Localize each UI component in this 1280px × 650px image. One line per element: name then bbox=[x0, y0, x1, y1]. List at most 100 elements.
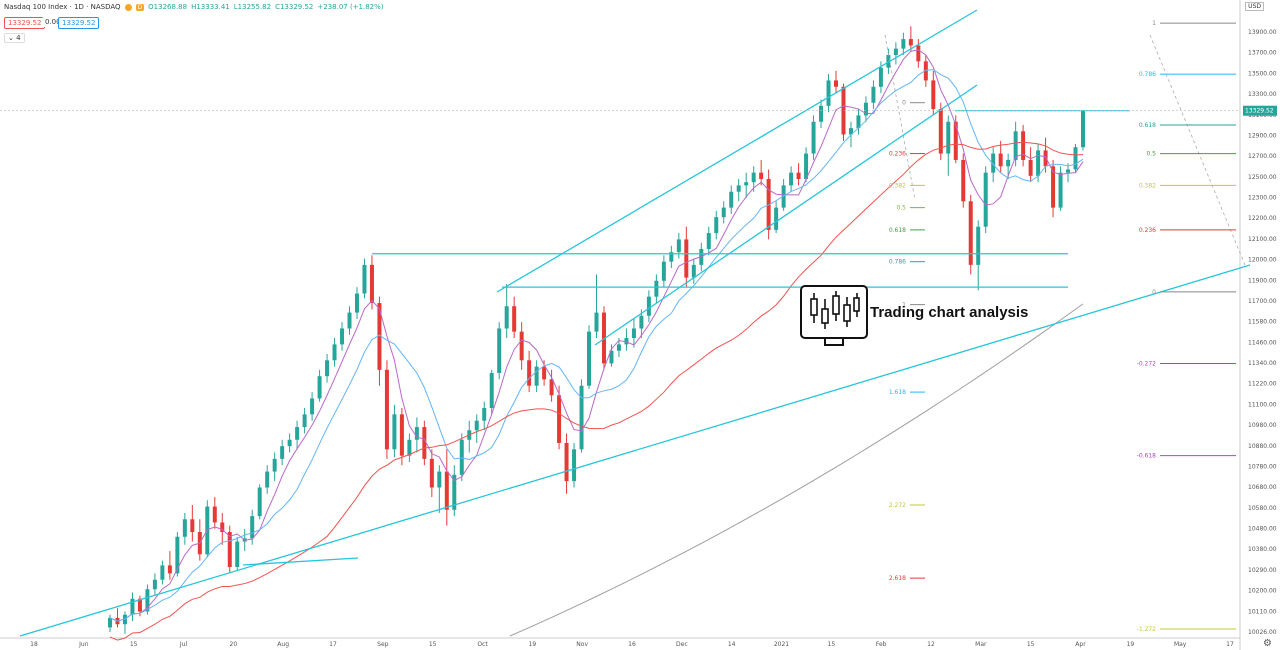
ma-fast-line bbox=[109, 49, 1084, 622]
candle-body bbox=[1043, 150, 1048, 167]
candle-body bbox=[714, 217, 719, 234]
candle-body bbox=[512, 306, 517, 332]
candle-body bbox=[130, 598, 135, 615]
candle-body bbox=[631, 328, 636, 339]
indicator-ma1-value[interactable]: 13329.52 bbox=[4, 17, 46, 29]
candle-body bbox=[848, 128, 853, 135]
fib-left-label: 0 bbox=[902, 100, 906, 107]
candle-body bbox=[804, 153, 809, 180]
candle-body bbox=[452, 474, 457, 510]
indicator-count-toggle[interactable]: ⌄ 4 bbox=[4, 33, 25, 43]
x-tick-label: Mar bbox=[975, 641, 987, 648]
ma-slow-line bbox=[109, 141, 1084, 641]
y-tick-label: 13500.00 bbox=[1248, 70, 1277, 77]
x-tick-label: 15 bbox=[1027, 641, 1035, 648]
x-tick-label: 15 bbox=[828, 641, 836, 648]
candle-body bbox=[287, 439, 292, 447]
candle-body bbox=[310, 398, 315, 415]
fib-left-label: 1.618 bbox=[889, 389, 906, 396]
y-tick-label: 11900.00 bbox=[1248, 277, 1277, 284]
x-tick-label: Jun bbox=[78, 641, 89, 648]
x-tick-label: Dec bbox=[676, 641, 688, 648]
y-tick-label: 10580.00 bbox=[1248, 505, 1277, 512]
x-tick-label: Sep bbox=[377, 641, 389, 648]
candle-body bbox=[751, 172, 756, 183]
candle-body bbox=[908, 39, 913, 46]
candle-body bbox=[819, 105, 824, 122]
candle-body bbox=[429, 458, 434, 488]
x-tick-label: Jul bbox=[179, 641, 188, 648]
candle-body bbox=[519, 331, 524, 361]
y-tick-label: 10200.00 bbox=[1248, 588, 1277, 595]
candle-body bbox=[991, 153, 996, 173]
y-tick-label: 10110.00 bbox=[1248, 608, 1277, 615]
candle-body bbox=[976, 226, 981, 265]
y-tick-label: 13900.00 bbox=[1248, 29, 1277, 36]
candle-body bbox=[265, 471, 270, 488]
candle-body bbox=[437, 471, 442, 488]
logo-text: Trading chart analysis bbox=[870, 304, 1029, 321]
x-tick-label: 14 bbox=[728, 641, 736, 648]
candle-body bbox=[1036, 150, 1041, 176]
gear-icon[interactable]: ⚙ bbox=[1263, 638, 1272, 649]
fib-left-label: 0.786 bbox=[889, 259, 906, 266]
candle-body bbox=[706, 233, 711, 249]
symbol-name[interactable]: Nasdaq 100 Index · 1D · NASDAQ bbox=[4, 3, 121, 11]
channel-upper-line bbox=[496, 9, 978, 293]
candle-body bbox=[841, 86, 846, 135]
fib-right-label: 0.618 bbox=[1139, 122, 1156, 129]
candle-body bbox=[1006, 159, 1011, 167]
channel-lower-line bbox=[594, 84, 978, 346]
candle-body bbox=[227, 532, 232, 567]
candle-body bbox=[781, 185, 786, 208]
candle-body bbox=[946, 121, 951, 154]
candle-body bbox=[1073, 147, 1078, 170]
y-tick-label: 13700.00 bbox=[1248, 50, 1277, 57]
candle-body bbox=[527, 360, 532, 386]
candle-body bbox=[579, 385, 584, 450]
x-tick-label: 16 bbox=[628, 641, 636, 648]
x-tick-label: 17 bbox=[1226, 641, 1234, 648]
y-tick-label: 12100.00 bbox=[1248, 236, 1277, 243]
candle-body bbox=[938, 109, 943, 154]
y-tick-label: 10290.00 bbox=[1248, 567, 1277, 574]
candle-body bbox=[863, 102, 868, 116]
x-tick-label: 2021 bbox=[774, 641, 789, 648]
y-tick-label: 10780.00 bbox=[1248, 463, 1277, 470]
candle-body bbox=[654, 280, 659, 297]
currency-label[interactable]: USD bbox=[1245, 2, 1264, 11]
candle-body bbox=[212, 506, 217, 523]
interval-badge: D bbox=[135, 3, 145, 11]
fib-right-label: 0.382 bbox=[1139, 182, 1156, 189]
fib-left-label: 0.236 bbox=[889, 151, 906, 158]
candle-body bbox=[961, 159, 966, 202]
candle-body bbox=[983, 172, 988, 227]
candle-body bbox=[482, 407, 487, 421]
ma-long-line bbox=[509, 303, 1084, 637]
x-tick-label: Nov bbox=[576, 641, 588, 648]
candle-body bbox=[377, 303, 382, 370]
ma-mid-line bbox=[109, 69, 1084, 622]
candle-body bbox=[1013, 131, 1018, 160]
candle-body bbox=[639, 315, 644, 329]
candle-body bbox=[175, 536, 180, 574]
x-tick-label: Oct bbox=[477, 641, 488, 648]
x-tick-label: 12 bbox=[927, 641, 935, 648]
fib-left-label: 2.272 bbox=[889, 502, 906, 509]
y-tick-label: 13300.00 bbox=[1248, 91, 1277, 98]
candle-body bbox=[384, 369, 389, 450]
candle-body bbox=[302, 414, 307, 428]
candle-body bbox=[549, 379, 554, 396]
candle-body bbox=[369, 264, 374, 304]
candle-body bbox=[280, 446, 285, 459]
fib-right-label: 1 bbox=[1152, 20, 1156, 27]
y-tick-label: 10680.00 bbox=[1248, 484, 1277, 491]
candle-body bbox=[557, 395, 562, 443]
candle-body bbox=[295, 427, 300, 440]
candle-body bbox=[257, 487, 262, 517]
indicator-ma2-value[interactable]: 13329.52 bbox=[58, 17, 100, 29]
candle-body bbox=[594, 312, 599, 332]
candle-body bbox=[721, 207, 726, 218]
candle-body bbox=[414, 427, 419, 440]
